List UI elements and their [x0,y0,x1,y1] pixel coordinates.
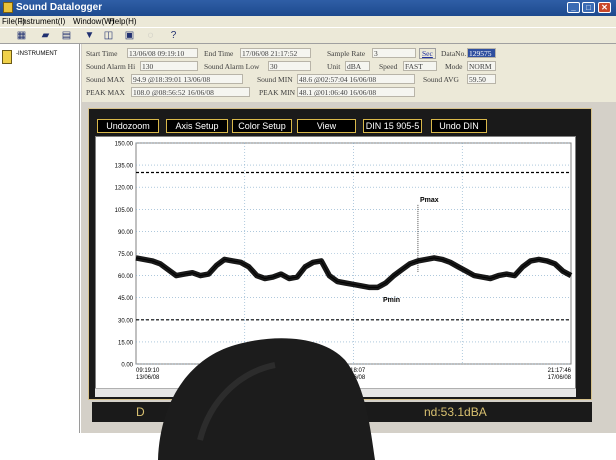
pmax-label: Pmax [420,197,439,204]
sound-max-value: 94.9 @18:39:01 13/06/08 [131,74,243,84]
x-tick-time-label: 21:17:46 [548,368,572,374]
alarm-low-label: Sound Alarm Low [204,62,260,71]
sample-rate-label: Sample Rate [327,49,366,58]
x-tick-time-label: 18:18:07 [342,368,366,374]
menu-file[interactable]: File(F) [2,17,26,26]
end-time-label: End Time [204,49,234,58]
maximize-button[interactable]: □ [582,2,595,13]
open-folder-icon[interactable]: ▰ [41,30,50,41]
monitor-icon[interactable]: ▤ [61,30,72,41]
y-tick-label: 120.00 [115,186,134,192]
peak-min-value: 48.1 @01:06:40 16/06/08 [297,87,415,97]
download-icon[interactable]: ▼ [84,30,95,41]
y-tick-label: 15.00 [118,340,134,346]
sound-avg-label: Sound AVG [423,75,459,84]
y-tick-label: 30.00 [118,318,134,324]
x-tick-date-label: 17/06/08 [548,375,572,381]
sound-level-series-line [135,257,572,288]
sound-min-value: 48.6 @02:57:04 16/06/08 [297,74,415,84]
view-button[interactable]: View [297,119,356,133]
status-right-text: nd:53.1dBA [424,405,487,419]
undozoom-button[interactable]: Undozoom [97,119,159,133]
y-tick-label: 135.00 [115,164,134,170]
toolbar: ▦ ▰ ▤ ▼ ◫ ▣ ◌ ? [0,27,616,44]
alarm-low-value: 30 [268,61,311,71]
sound-min-label: Sound MIN [257,75,293,84]
undo-din-button[interactable]: Undo DIN [431,119,487,133]
mode-label: Mode [445,62,463,71]
y-tick-label: 0.00 [121,363,133,369]
axis-setup-button[interactable]: Axis Setup [166,119,228,133]
datano-value: 129575 [467,48,496,58]
y-tick-label: 150.00 [115,142,134,148]
y-tick-label: 90.00 [118,230,134,236]
help-icon[interactable]: ? [170,30,177,41]
app-icon [3,2,13,13]
y-tick-label: 105.00 [115,208,134,214]
sample-rate-value: 3 [372,48,416,58]
color-setup-button[interactable]: Color Setup [232,119,292,133]
peak-max-value: 108.0 @08:56:52 16/06/08 [131,87,250,97]
close-button[interactable]: ✕ [598,2,611,13]
peak-max-label: PEAK MAX [86,88,125,97]
end-time-value: 17/06/08 21:17:52 [240,48,311,58]
menu-instrument[interactable]: Instrument(I) [20,17,66,26]
sound-max-label: Sound MAX [86,75,125,84]
start-time-value: 13/06/08 09:19:10 [127,48,198,58]
unit-value: dBA [345,61,370,71]
mode-value: NORM [467,61,496,71]
menu-help[interactable]: Help(H) [109,17,137,26]
instrument-device-icon [2,50,12,64]
start-time-label: Start Time [86,49,118,58]
speed-value: FAST [403,61,437,71]
foreground-microphone-windscreen [158,338,375,460]
printer-icon[interactable]: ▣ [124,30,135,41]
datano-label: DataNo. [441,49,467,58]
speed-label: Speed [379,62,398,71]
window-title: Sound Datalogger [16,2,103,13]
unit-label: Unit [327,62,341,71]
minimize-button[interactable]: _ [567,2,580,13]
status-left-text: D [136,405,145,419]
alarm-hi-label: Sound Alarm Hi [86,62,136,71]
sec-button[interactable]: Sec [419,48,436,59]
menu-bar: File(F) Instrument(I) Window(W) Help(H) [0,16,616,27]
panel-icon[interactable]: ◫ [103,30,114,41]
din-15905-5-button[interactable]: DIN 15 905-5 [363,119,422,133]
save-icon[interactable]: ▦ [16,30,27,41]
y-tick-label: 45.00 [118,296,134,302]
pmin-label: Pmin [383,297,400,304]
plot-area[interactable]: 150.00 135.00 120.00 105.00 90.00 75.00 60.00 4… [95,136,576,393]
sound-avg-value: 59.50 [467,74,496,84]
title-bar: Sound Datalogger _ □ ✕ [0,0,616,16]
info-panel: Start Time 13/06/08 09:19:10 End Time 17… [82,44,616,102]
menu-window[interactable]: Window(W) [73,17,115,26]
instrument-tree-item[interactable]: -INSTRUMENT [16,51,58,57]
sound-level-chart: 150.00 135.00 120.00 105.00 90.00 75.00 60.00 4… [115,142,573,381]
alarm-hi-value: 130 [140,61,198,71]
x-tick-time-label: 09:19:10 [136,368,160,374]
x-tick-date-label: 13/06/08 [136,375,160,381]
y-tick-label: 75.00 [118,252,134,258]
y-tick-label: 60.00 [118,274,134,280]
instrument-sidebar: -INSTRUMENT [0,44,80,433]
disabled-tool-icon: ◌ [147,30,154,41]
peak-min-label: PEAK MIN [259,88,296,97]
